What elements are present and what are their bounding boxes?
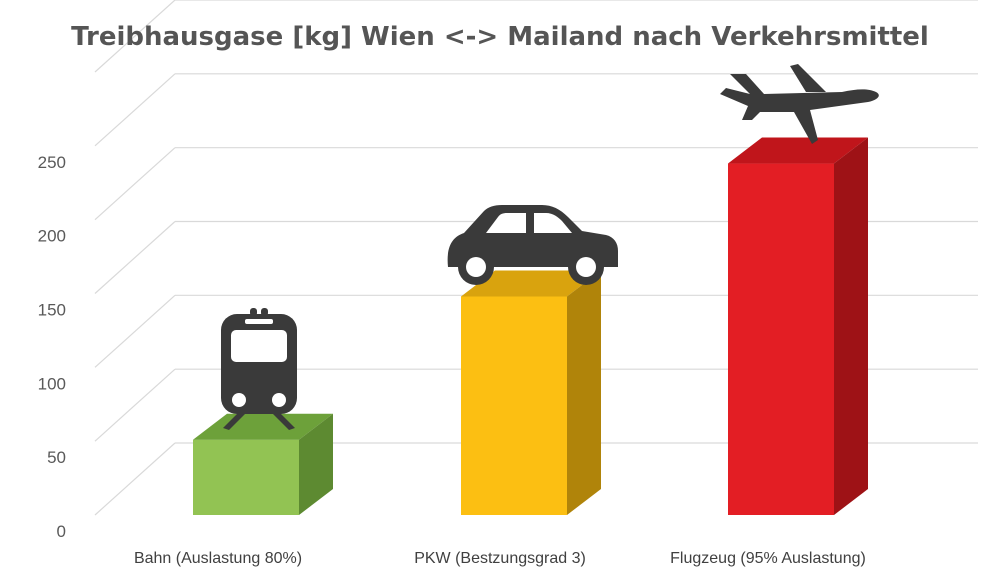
train-icon — [221, 308, 297, 430]
y-tick-label: 200 — [38, 227, 66, 246]
gridline-diagonal — [94, 294, 176, 368]
y-tick-label: 50 — [47, 448, 66, 467]
bar-top — [728, 137, 868, 164]
gridline-diagonal — [94, 147, 176, 221]
car-icon — [447, 205, 618, 285]
bar-top — [193, 413, 333, 440]
bar — [193, 439, 299, 515]
airplane-icon — [720, 64, 879, 144]
y-tick-label: 150 — [38, 301, 66, 320]
gridline-diagonal — [94, 73, 176, 147]
y-tick-label: 250 — [38, 153, 66, 172]
bar-side — [567, 270, 601, 515]
gridline-diagonal — [94, 442, 176, 516]
bars — [193, 137, 868, 515]
x-axis-labels: Bahn (Auslastung 80%) PKW (Bestzungsgrad … — [134, 550, 866, 567]
x-tick-label: PKW (Bestzungsgrad 3) — [414, 550, 586, 567]
y-tick-label: 100 — [38, 374, 66, 393]
x-tick-label: Flugzeug (95% Auslastung) — [670, 550, 866, 567]
bar — [461, 296, 567, 515]
bar — [728, 163, 834, 515]
y-tick-label: 0 — [57, 522, 66, 541]
gridline-diagonal — [94, 368, 176, 442]
gridline-diagonal — [94, 221, 176, 294]
x-tick-label: Bahn (Auslastung 80%) — [134, 550, 302, 567]
chart-title: Treibhausgase [kg] Wien <-> Mailand nach… — [71, 22, 929, 52]
bar-side — [299, 413, 333, 515]
y-axis-ticks: 0 50 100 150 200 250 — [38, 153, 66, 541]
gridline-diagonal — [94, 0, 176, 73]
bar-side — [834, 137, 868, 515]
bar-top — [461, 270, 601, 297]
